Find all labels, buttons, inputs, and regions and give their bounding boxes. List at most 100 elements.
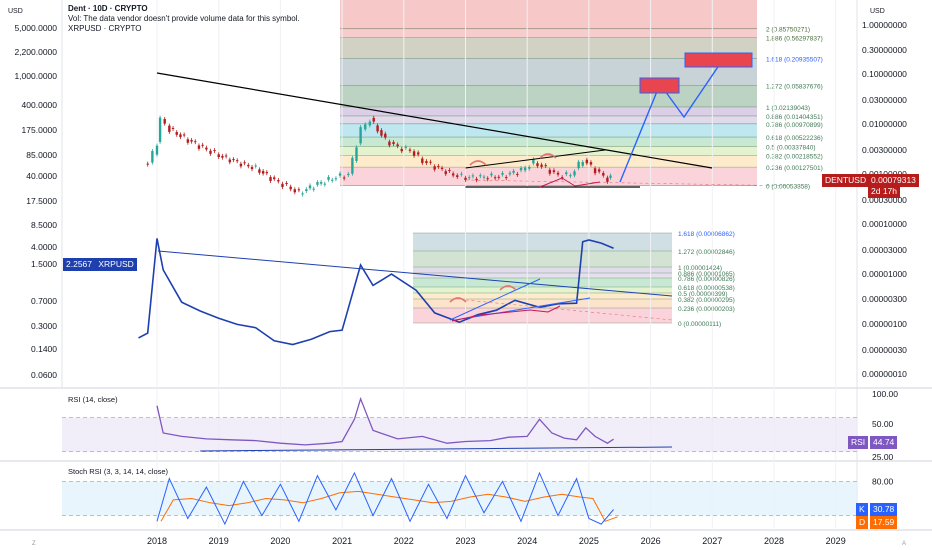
left-axis-tick: 8.5000 bbox=[31, 220, 57, 230]
dent-candle bbox=[585, 159, 589, 164]
dent-candle bbox=[372, 117, 375, 122]
right-axis-tick: 0.00000030 bbox=[862, 345, 907, 355]
stoch-band bbox=[62, 481, 857, 516]
stoch-d-value: 17.59 bbox=[870, 516, 898, 529]
xrp-fib-label: 0.236 (0.00000203) bbox=[678, 306, 735, 313]
stoch-k-label: K bbox=[856, 503, 868, 516]
right-axis-tick: 0.00003000 bbox=[862, 245, 907, 255]
dent-candle bbox=[523, 167, 527, 171]
right-axis-tick: 0.00000010 bbox=[862, 369, 907, 379]
dent-candle bbox=[228, 159, 232, 163]
dent-candle bbox=[548, 169, 552, 174]
dent-triangle-upper bbox=[465, 149, 606, 169]
dent-fib-label: 1.618 (0.20935507) bbox=[766, 56, 823, 63]
dent-candle bbox=[519, 167, 523, 171]
dent-candle bbox=[536, 163, 539, 167]
dent-candle bbox=[460, 173, 463, 175]
dent-fib-label: 0.236 (0.00127501) bbox=[766, 165, 823, 172]
dent-candle bbox=[589, 162, 593, 165]
head-shoulders-arc bbox=[539, 153, 557, 159]
right-axis-tick: 0.30000000 bbox=[862, 45, 907, 55]
dent-fib-zone bbox=[340, 167, 757, 186]
x-axis-tick: 2027 bbox=[702, 536, 722, 546]
left-axis-tick: 2,200.0000 bbox=[14, 47, 57, 57]
dent-candle bbox=[597, 169, 601, 172]
xrp-dashed-guide bbox=[465, 299, 673, 321]
dent-symbol-tag: DENTUSD bbox=[822, 174, 870, 187]
dent-candle bbox=[289, 186, 292, 190]
xrp-fib-label: 0.382 (0.00000295) bbox=[678, 297, 735, 304]
dent-candle bbox=[217, 154, 220, 158]
left-axis-tick: 17.5000 bbox=[26, 196, 57, 206]
x-axis-tick: 2019 bbox=[209, 536, 229, 546]
right-axis-tick: 0.10000000 bbox=[862, 69, 907, 79]
dent-candle bbox=[412, 151, 416, 156]
left-axis-tick: 4.0000 bbox=[31, 242, 57, 252]
xrp-fib-zone bbox=[413, 233, 672, 251]
dent-fib-zone bbox=[340, 123, 757, 138]
xrp-descending-trendline bbox=[157, 250, 673, 297]
xrp-line bbox=[138, 238, 614, 346]
dent-candle bbox=[577, 161, 580, 169]
dent-candle bbox=[429, 161, 432, 163]
dent-candle bbox=[250, 166, 254, 170]
dent-candle bbox=[388, 141, 391, 146]
head-shoulders-arc bbox=[469, 160, 487, 166]
dent-candle bbox=[347, 173, 350, 176]
dent-fib-zone bbox=[340, 146, 757, 156]
stoch-title: Stoch RSI (3, 3, 14, 14, close) bbox=[68, 467, 169, 476]
left-axis-tick: 0.1400 bbox=[31, 344, 57, 354]
x-axis-tick: 2025 bbox=[579, 536, 599, 546]
right-axis-tick: 0.00030000 bbox=[862, 195, 907, 205]
rsi-axis-tick: 25.00 bbox=[872, 452, 894, 462]
dent-candle bbox=[421, 158, 424, 164]
dent-candle bbox=[331, 179, 334, 181]
dent-candle bbox=[293, 189, 296, 193]
symbol-line: Dent · 10D · CRYPTO bbox=[68, 4, 148, 13]
dent-candle bbox=[416, 152, 420, 155]
xrp-fib-zone bbox=[413, 267, 672, 273]
left-axis-tick: 0.7000 bbox=[31, 296, 57, 306]
dent-candle bbox=[368, 121, 372, 126]
corner-left-icon: Z bbox=[32, 541, 36, 547]
xrp-fib-label: 0.5 (0.00000399) bbox=[678, 291, 728, 298]
dent-candle bbox=[556, 172, 560, 175]
dent-candle bbox=[190, 139, 193, 142]
dent-dashed-guide bbox=[465, 179, 801, 187]
dent-fib-zone bbox=[340, 85, 757, 107]
dent-candle bbox=[168, 125, 171, 132]
head-shoulders-arc bbox=[449, 297, 467, 303]
dent-candle bbox=[243, 162, 246, 164]
right-axis-tick: 0.00000100 bbox=[862, 319, 907, 329]
xrp-fib-zone bbox=[413, 273, 672, 278]
xrp-price-tag: 2.2567 XRPUSD bbox=[63, 258, 137, 271]
dent-fib-zone bbox=[340, 155, 757, 168]
dent-candle bbox=[285, 183, 288, 185]
dent-candle bbox=[433, 166, 436, 170]
left-axis-tick: 0.3000 bbox=[31, 321, 57, 331]
dent-candle bbox=[261, 171, 265, 174]
dent-price-tag: 0.00079313 bbox=[868, 174, 919, 187]
xrp-fib-zone bbox=[413, 278, 672, 287]
dent-candle bbox=[194, 141, 197, 143]
dent-candle bbox=[297, 189, 301, 191]
dent-candle bbox=[508, 172, 512, 175]
dent-candle bbox=[464, 177, 467, 180]
dent-fib-label: 0 (0.00053358) bbox=[766, 184, 810, 191]
dent-candle bbox=[490, 173, 493, 176]
dent-candle bbox=[540, 164, 543, 167]
dent-fib-label: 0.886 (0.01404351) bbox=[766, 114, 823, 121]
stoch-k-line bbox=[156, 471, 614, 526]
dent-candles bbox=[146, 115, 612, 197]
dent-candle bbox=[456, 175, 459, 178]
xrp-fib-zone bbox=[413, 299, 672, 308]
left-axis-tick: 5,000.0000 bbox=[14, 23, 57, 33]
rsi-support-line bbox=[200, 446, 673, 452]
dent-candle bbox=[327, 176, 330, 180]
dent-candle bbox=[444, 171, 447, 175]
dent-fib-label: 0.382 (0.00218552) bbox=[766, 154, 823, 161]
dent-candle bbox=[437, 165, 440, 167]
xrp-pink-pattern bbox=[451, 305, 561, 322]
